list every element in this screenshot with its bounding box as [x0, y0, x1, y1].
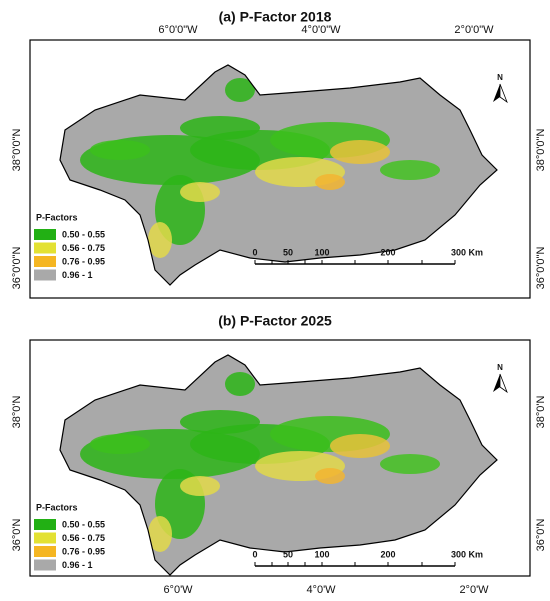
longitude-label: 6°0'W [163, 584, 193, 596]
legend-swatch [34, 269, 56, 281]
legend-label: 0.96 - 1 [62, 270, 93, 280]
scale-label: 100 [314, 549, 329, 559]
land-patch [330, 140, 390, 164]
scale-label: 100 [314, 247, 329, 257]
land-patch [180, 182, 220, 202]
latitude-label: 36°0'N [11, 519, 23, 552]
legend-title: P-Factors [36, 502, 78, 512]
legend-label: 0.50 - 0.55 [62, 229, 105, 239]
longitude-label: 4°0'W [306, 584, 336, 596]
north-arrow [493, 84, 500, 102]
legend-title: P-Factors [36, 212, 78, 222]
legend-label: 0.96 - 1 [62, 560, 93, 570]
land-patch [315, 468, 345, 484]
land-patch [180, 116, 260, 140]
legend-label: 0.56 - 0.75 [62, 243, 105, 253]
latitude-label: 36°0'0"N [11, 247, 23, 290]
land-patch [380, 160, 440, 180]
north-arrow [499, 83, 508, 104]
legend-swatch [34, 229, 56, 240]
latitude-label: 38°0'0"N [11, 129, 23, 172]
legend-label: 0.76 - 0.95 [62, 546, 105, 556]
legend-label: 0.56 - 0.75 [62, 533, 105, 543]
panel-title: (a) P-Factor 2018 [219, 9, 332, 25]
north-label: N [497, 363, 503, 372]
scale-label: 200 [380, 549, 395, 559]
longitude-label: 2°0'W [459, 584, 489, 596]
scale-label: 50 [283, 549, 293, 559]
north-arrow [493, 374, 500, 392]
latitude-label: 38°0'N [535, 396, 547, 429]
north-label: N [497, 73, 503, 82]
land-patch [225, 372, 255, 396]
legend-swatch [34, 519, 56, 530]
land-patch [90, 140, 150, 160]
longitude-label: 2°0'0"W [454, 24, 494, 36]
longitude-label: 6°0'0"W [158, 24, 198, 36]
region-map [59, 64, 498, 286]
panel-title: (b) P-Factor 2025 [218, 313, 332, 329]
legend-swatch [34, 559, 56, 571]
legend-swatch [34, 546, 56, 557]
scale-label: 0 [252, 549, 257, 559]
legend-label: 0.50 - 0.55 [62, 519, 105, 529]
land-patch [148, 222, 172, 258]
region-map [59, 354, 498, 576]
patches [80, 372, 440, 552]
land-patch [315, 174, 345, 190]
legend-swatch [34, 242, 56, 254]
land-patch [330, 434, 390, 458]
latitude-label: 36°0'N [535, 519, 547, 552]
legend-swatch [34, 532, 56, 544]
land-patch [180, 476, 220, 496]
latitude-label: 38°0'0"N [535, 129, 547, 172]
legend-swatch [34, 256, 56, 267]
land-patch [180, 410, 260, 434]
scale-label: 0 [252, 247, 257, 257]
patches [80, 78, 440, 258]
scale-label: 300 Km [451, 247, 483, 257]
region-outline [59, 354, 498, 576]
land-patch [225, 78, 255, 102]
region-outline [59, 64, 498, 286]
scale-label: 300 Km [451, 549, 483, 559]
land-patch [148, 516, 172, 552]
longitude-label: 4°0'0"W [301, 24, 341, 36]
legend-label: 0.76 - 0.95 [62, 256, 105, 266]
land-patch [90, 434, 150, 454]
latitude-label: 36°0'0"N [535, 247, 547, 290]
north-arrow [499, 373, 508, 394]
scale-label: 50 [283, 247, 293, 257]
land-patch [380, 454, 440, 474]
scale-label: 200 [380, 247, 395, 257]
latitude-label: 38°0'N [11, 396, 23, 429]
